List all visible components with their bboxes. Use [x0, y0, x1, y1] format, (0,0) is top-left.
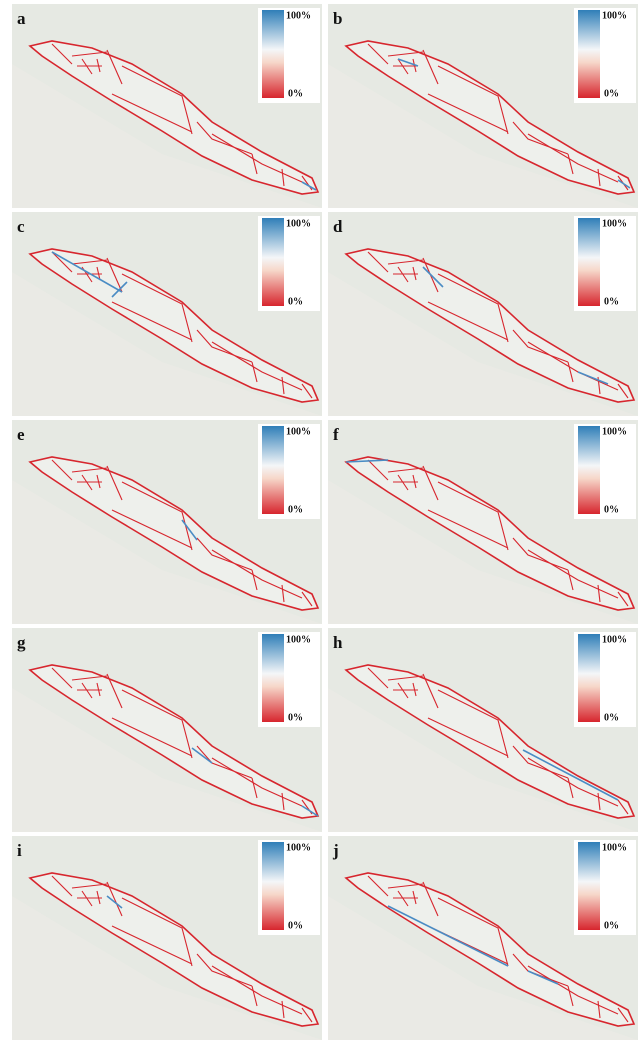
- legend-max-label: 100%: [602, 634, 627, 645]
- legend-gradient: [262, 634, 284, 722]
- legend-max-label: 100%: [286, 842, 311, 853]
- legend-max-label: 100%: [602, 426, 627, 437]
- legend-max-label: 100%: [602, 10, 627, 21]
- legend-min-label: 0%: [604, 920, 619, 931]
- legend-min-label: 0%: [288, 920, 303, 931]
- legend-min-label: 0%: [288, 712, 303, 723]
- map-panel: h 100% 0%: [328, 628, 638, 832]
- legend-gradient: [578, 218, 600, 306]
- panel-label: g: [17, 633, 26, 652]
- legend-min-label: 0%: [604, 88, 619, 99]
- panel-label: d: [333, 217, 343, 236]
- legend-min-label: 0%: [604, 504, 619, 515]
- legend-max-label: 100%: [602, 842, 627, 853]
- legend-max-label: 100%: [286, 426, 311, 437]
- legend-max-label: 100%: [602, 218, 627, 229]
- panel-label: j: [332, 841, 339, 860]
- page: {"panels": [ {"label": "a", "legend_max"…: [0, 0, 639, 1044]
- figure: a 100% 0% b 100% 0% c 100% 0% d 100% 0% e 100% 0% f 100%…: [0, 0, 639, 1044]
- panel-label: h: [333, 633, 343, 652]
- legend-min-label: 0%: [604, 296, 619, 307]
- legend-gradient: [262, 842, 284, 930]
- legend-max-label: 100%: [286, 218, 311, 229]
- panel-label: f: [333, 425, 339, 444]
- map-panel: j 100% 0%: [328, 836, 638, 1040]
- legend-gradient: [578, 426, 600, 514]
- map-panel: e 100% 0%: [12, 420, 322, 624]
- map-panel: c 100% 0%: [12, 212, 322, 416]
- map-panel: a 100% 0%: [12, 4, 322, 208]
- panel-label: e: [17, 425, 25, 444]
- legend-gradient: [578, 842, 600, 930]
- legend-gradient: [262, 10, 284, 98]
- map-panel: d 100% 0%: [328, 212, 638, 416]
- panel-label: a: [17, 9, 26, 28]
- panel-label: b: [333, 9, 342, 28]
- legend-min-label: 0%: [288, 296, 303, 307]
- legend-gradient: [578, 634, 600, 722]
- map-panel: f 100% 0%: [328, 420, 638, 624]
- legend-min-label: 0%: [288, 504, 303, 515]
- panel-label: i: [17, 841, 22, 860]
- legend-min-label: 0%: [604, 712, 619, 723]
- legend-max-label: 100%: [286, 10, 311, 21]
- legend-max-label: 100%: [286, 634, 311, 645]
- map-panel: i 100% 0%: [12, 836, 322, 1040]
- legend-gradient: [262, 426, 284, 514]
- legend-gradient: [262, 218, 284, 306]
- map-panel: b 100% 0%: [328, 4, 638, 208]
- panel-label: c: [17, 217, 25, 236]
- map-panel: g 100% 0%: [12, 628, 322, 832]
- legend-gradient: [578, 10, 600, 98]
- legend-min-label: 0%: [288, 88, 303, 99]
